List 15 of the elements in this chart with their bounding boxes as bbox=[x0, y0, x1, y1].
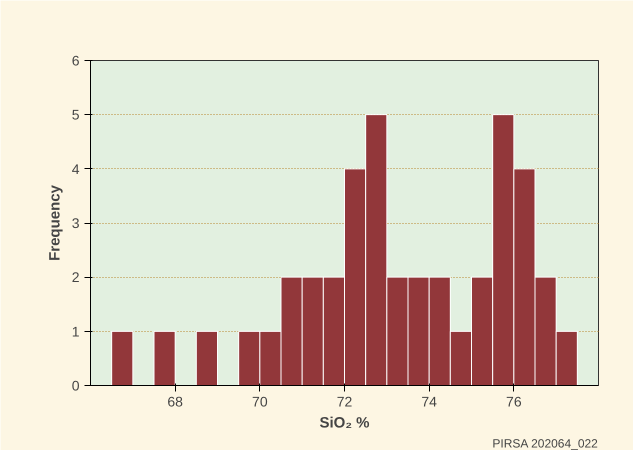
y-tick-label: 1 bbox=[72, 323, 80, 340]
x-tick-label: 68 bbox=[167, 394, 184, 410]
y-tick-label: 0 bbox=[72, 378, 80, 394]
y-tick-label: 3 bbox=[72, 215, 80, 231]
y-tick-label: 5 bbox=[72, 106, 80, 123]
x-axis-title: SiO₂ % bbox=[319, 414, 370, 432]
x-tick-label: 76 bbox=[506, 394, 522, 410]
y-tick-label: 6 bbox=[72, 52, 80, 68]
text: PIRSA 202064_022 bbox=[492, 436, 598, 450]
y-tick-label: 4 bbox=[72, 160, 80, 177]
x-tick-label: 70 bbox=[252, 394, 268, 410]
y-axis-title: Frequency bbox=[46, 184, 64, 261]
x-tick-label: 74 bbox=[421, 394, 438, 410]
x-tick-label: 72 bbox=[336, 394, 352, 410]
y-tick-label: 2 bbox=[72, 269, 80, 286]
